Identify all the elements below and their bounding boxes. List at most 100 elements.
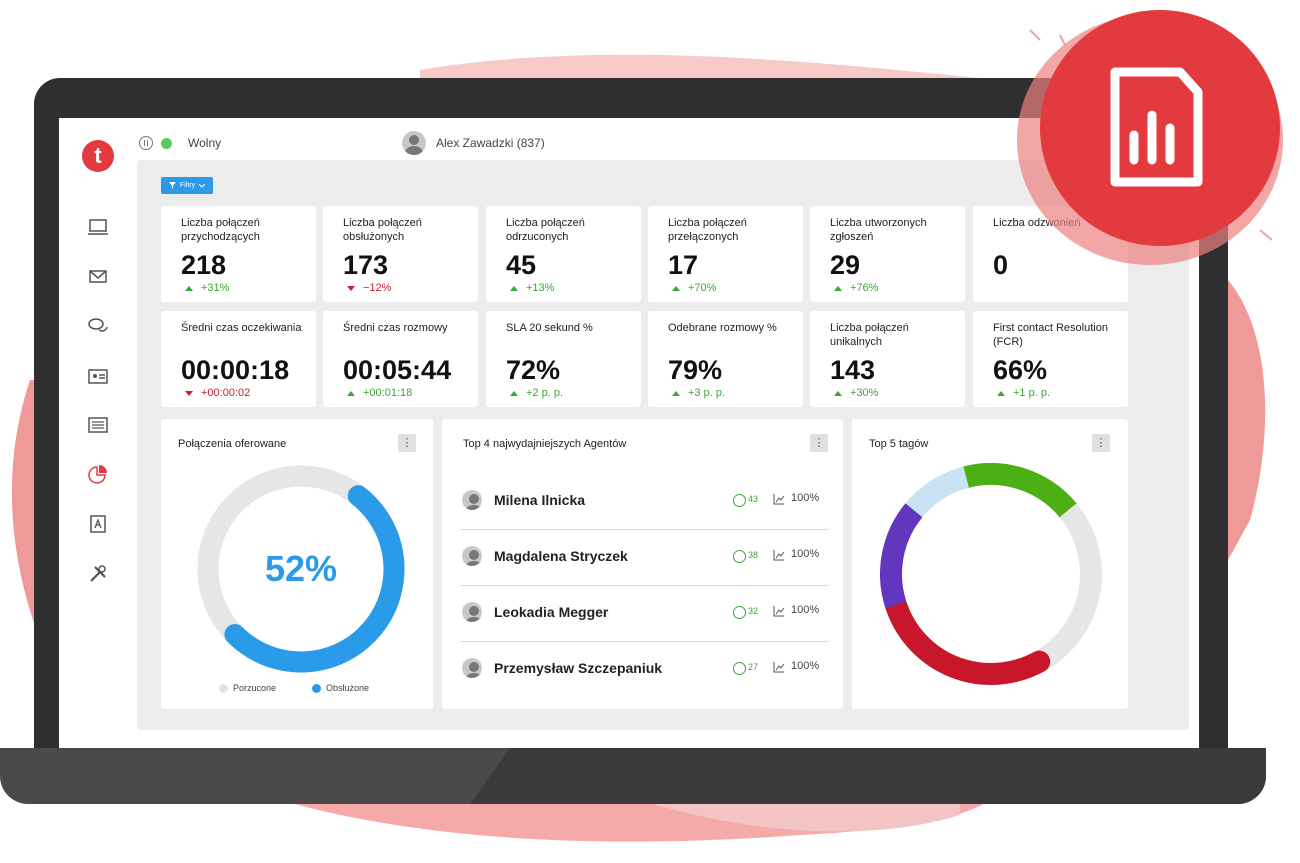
user-name: Alex Zawadzki (837) [436, 136, 545, 150]
filter-icon [168, 182, 176, 189]
kpi-card: Liczba utworzonych zgłoszeń 29 +76% [810, 206, 965, 302]
mail-icon[interactable] [87, 265, 109, 287]
status-label: Wolny [188, 136, 222, 150]
trend-chart-icon [773, 606, 785, 617]
avatar [402, 131, 426, 155]
kpi-card: Średni czas oczekiwania 00:00:18 +00:00:02 [161, 311, 316, 407]
chevron-down-icon [199, 183, 206, 188]
kpi-title: Średni czas oczekiwania [181, 322, 302, 334]
legend-label: Obsłużone [326, 683, 370, 693]
kpi-delta: +30% [834, 387, 878, 399]
address-book-icon[interactable] [87, 513, 109, 535]
tags-donut-chart [880, 463, 1102, 685]
agent-name: Milena Ilnicka [494, 492, 586, 508]
widget-title: Top 5 tagów [869, 438, 929, 450]
kpi-delta: +3 p. p. [672, 387, 725, 399]
kpi-delta-value: +00:00:02 [201, 387, 251, 399]
kpi-card: Liczba połączeń unikalnych 143 +30% [810, 311, 965, 407]
agent-percentage: 100% [791, 548, 820, 560]
tools-icon[interactable] [87, 563, 109, 585]
arrow-down-icon [347, 285, 355, 291]
kpi-value: 66% [993, 355, 1048, 385]
kpi-card: First contact Resolution (FCR) 66% +1 p. p… [973, 311, 1128, 407]
pause-icon[interactable] [139, 136, 153, 150]
kpi-value: 00:05:44 [343, 355, 452, 385]
smile-icon [733, 494, 746, 507]
kpi-card: Liczba połączeń obsłużonych 173 −12% [323, 206, 478, 302]
arrow-up-icon [834, 390, 842, 396]
kpi-value: 17 [668, 250, 699, 280]
agent-percentage: 100% [791, 604, 820, 616]
logo-icon[interactable]: t [82, 140, 114, 172]
kpi-delta-value: +1 p. p. [1013, 387, 1051, 399]
laptop-base [0, 748, 1266, 804]
widget-title: Top 4 najwydajniejszych Agentów [463, 438, 627, 450]
sidebar: t [59, 118, 137, 748]
more-options-icon[interactable]: ⋮ [810, 434, 828, 452]
kpi-delta-value: +31% [201, 282, 230, 294]
kpi-value: 79% [668, 355, 723, 385]
dashboard-panel: Filtry Liczba połączeń przychodzących 218… [137, 160, 1189, 730]
kpi-value: 143 [830, 355, 876, 385]
tag-segment[interactable] [880, 463, 1102, 685]
agent-percentage: 100% [791, 492, 820, 504]
filter-button[interactable]: Filtry [161, 177, 213, 194]
kpi-card: Odebrane rozmowy % 79% +3 p. p. [648, 311, 803, 407]
kpi-delta: +13% [510, 282, 554, 294]
kpi-delta-value: −12% [363, 282, 392, 294]
kpi-card: Liczba połączeń przełączonych 17 +70% [648, 206, 803, 302]
contact-card-icon[interactable] [87, 365, 109, 387]
kpi-delta-value: +3 p. p. [688, 387, 726, 399]
kpi-value: 0 [993, 250, 1009, 280]
report-badge [1017, 10, 1283, 265]
agent-status[interactable]: Wolny [139, 135, 221, 151]
more-options-icon[interactable]: ⋮ [398, 434, 416, 452]
chat-icon[interactable] [87, 315, 109, 337]
kpi-value: 218 [181, 250, 227, 280]
agent-score: 32 [748, 606, 759, 616]
arrow-up-icon [510, 390, 518, 396]
arrow-up-icon [834, 285, 842, 291]
agent-score: 43 [748, 494, 759, 504]
more-options-icon[interactable]: ⋮ [1092, 434, 1110, 452]
list-icon[interactable] [87, 414, 109, 436]
arrow-up-icon [185, 285, 193, 291]
kpi-title: SLA 20 sekund % [506, 322, 593, 334]
trend-chart-icon [773, 550, 785, 561]
kpi-title: Liczba połączeń obsłużonych [343, 217, 422, 243]
kpi-delta: +31% [185, 282, 229, 294]
kpi-delta: +1 p. p. [997, 387, 1050, 399]
tag-segment[interactable] [880, 463, 1102, 685]
smile-icon [733, 662, 746, 675]
kpi-value: 173 [343, 250, 389, 280]
kpi-delta: +00:00:02 [185, 387, 250, 399]
legend-label: Porzucone [233, 683, 277, 693]
kpi-title: Średni czas rozmowy [343, 322, 448, 334]
agent-row[interactable]: Magdalena Stryczek 38 100% [460, 529, 829, 586]
kpi-title: Odebrane rozmowy % [668, 322, 777, 334]
smile-icon [733, 550, 746, 563]
agent-row[interactable]: Przemysław Szczepaniuk 27 100% [460, 641, 829, 697]
kpi-delta-value: +70% [688, 282, 717, 294]
kpi-value: 45 [506, 250, 537, 280]
kpi-delta-value: +76% [850, 282, 879, 294]
agent-row[interactable]: Leokadia Megger 32 100% [460, 585, 829, 642]
laptop-icon[interactable] [87, 216, 109, 238]
kpi-card: Liczba połączeń przychodzących 218 +31% [161, 206, 316, 302]
agent-row[interactable]: Milena Ilnicka 43 100% [460, 473, 829, 530]
reports-icon[interactable] [87, 464, 109, 486]
kpi-delta: +76% [834, 282, 878, 294]
kpi-card: Liczba połączeń odrzuconych 45 +13% [486, 206, 641, 302]
donut-center-value: 52% [265, 548, 337, 589]
avatar [462, 490, 482, 510]
arrow-up-icon [347, 390, 355, 396]
arrow-up-icon [672, 390, 680, 396]
kpi-title: Liczba połączeń unikalnych [830, 322, 909, 348]
kpi-delta-value: +13% [526, 282, 555, 294]
handled-arc [197, 465, 405, 673]
avatar [462, 602, 482, 622]
calls-offered-widget: Połączenia oferowane ⋮ 52% Porzucone Obs… [161, 419, 433, 709]
report-file-icon [1110, 67, 1203, 187]
kpi-value: 72% [506, 355, 561, 385]
user-info[interactable]: Alex Zawadzki (837) [402, 131, 545, 155]
